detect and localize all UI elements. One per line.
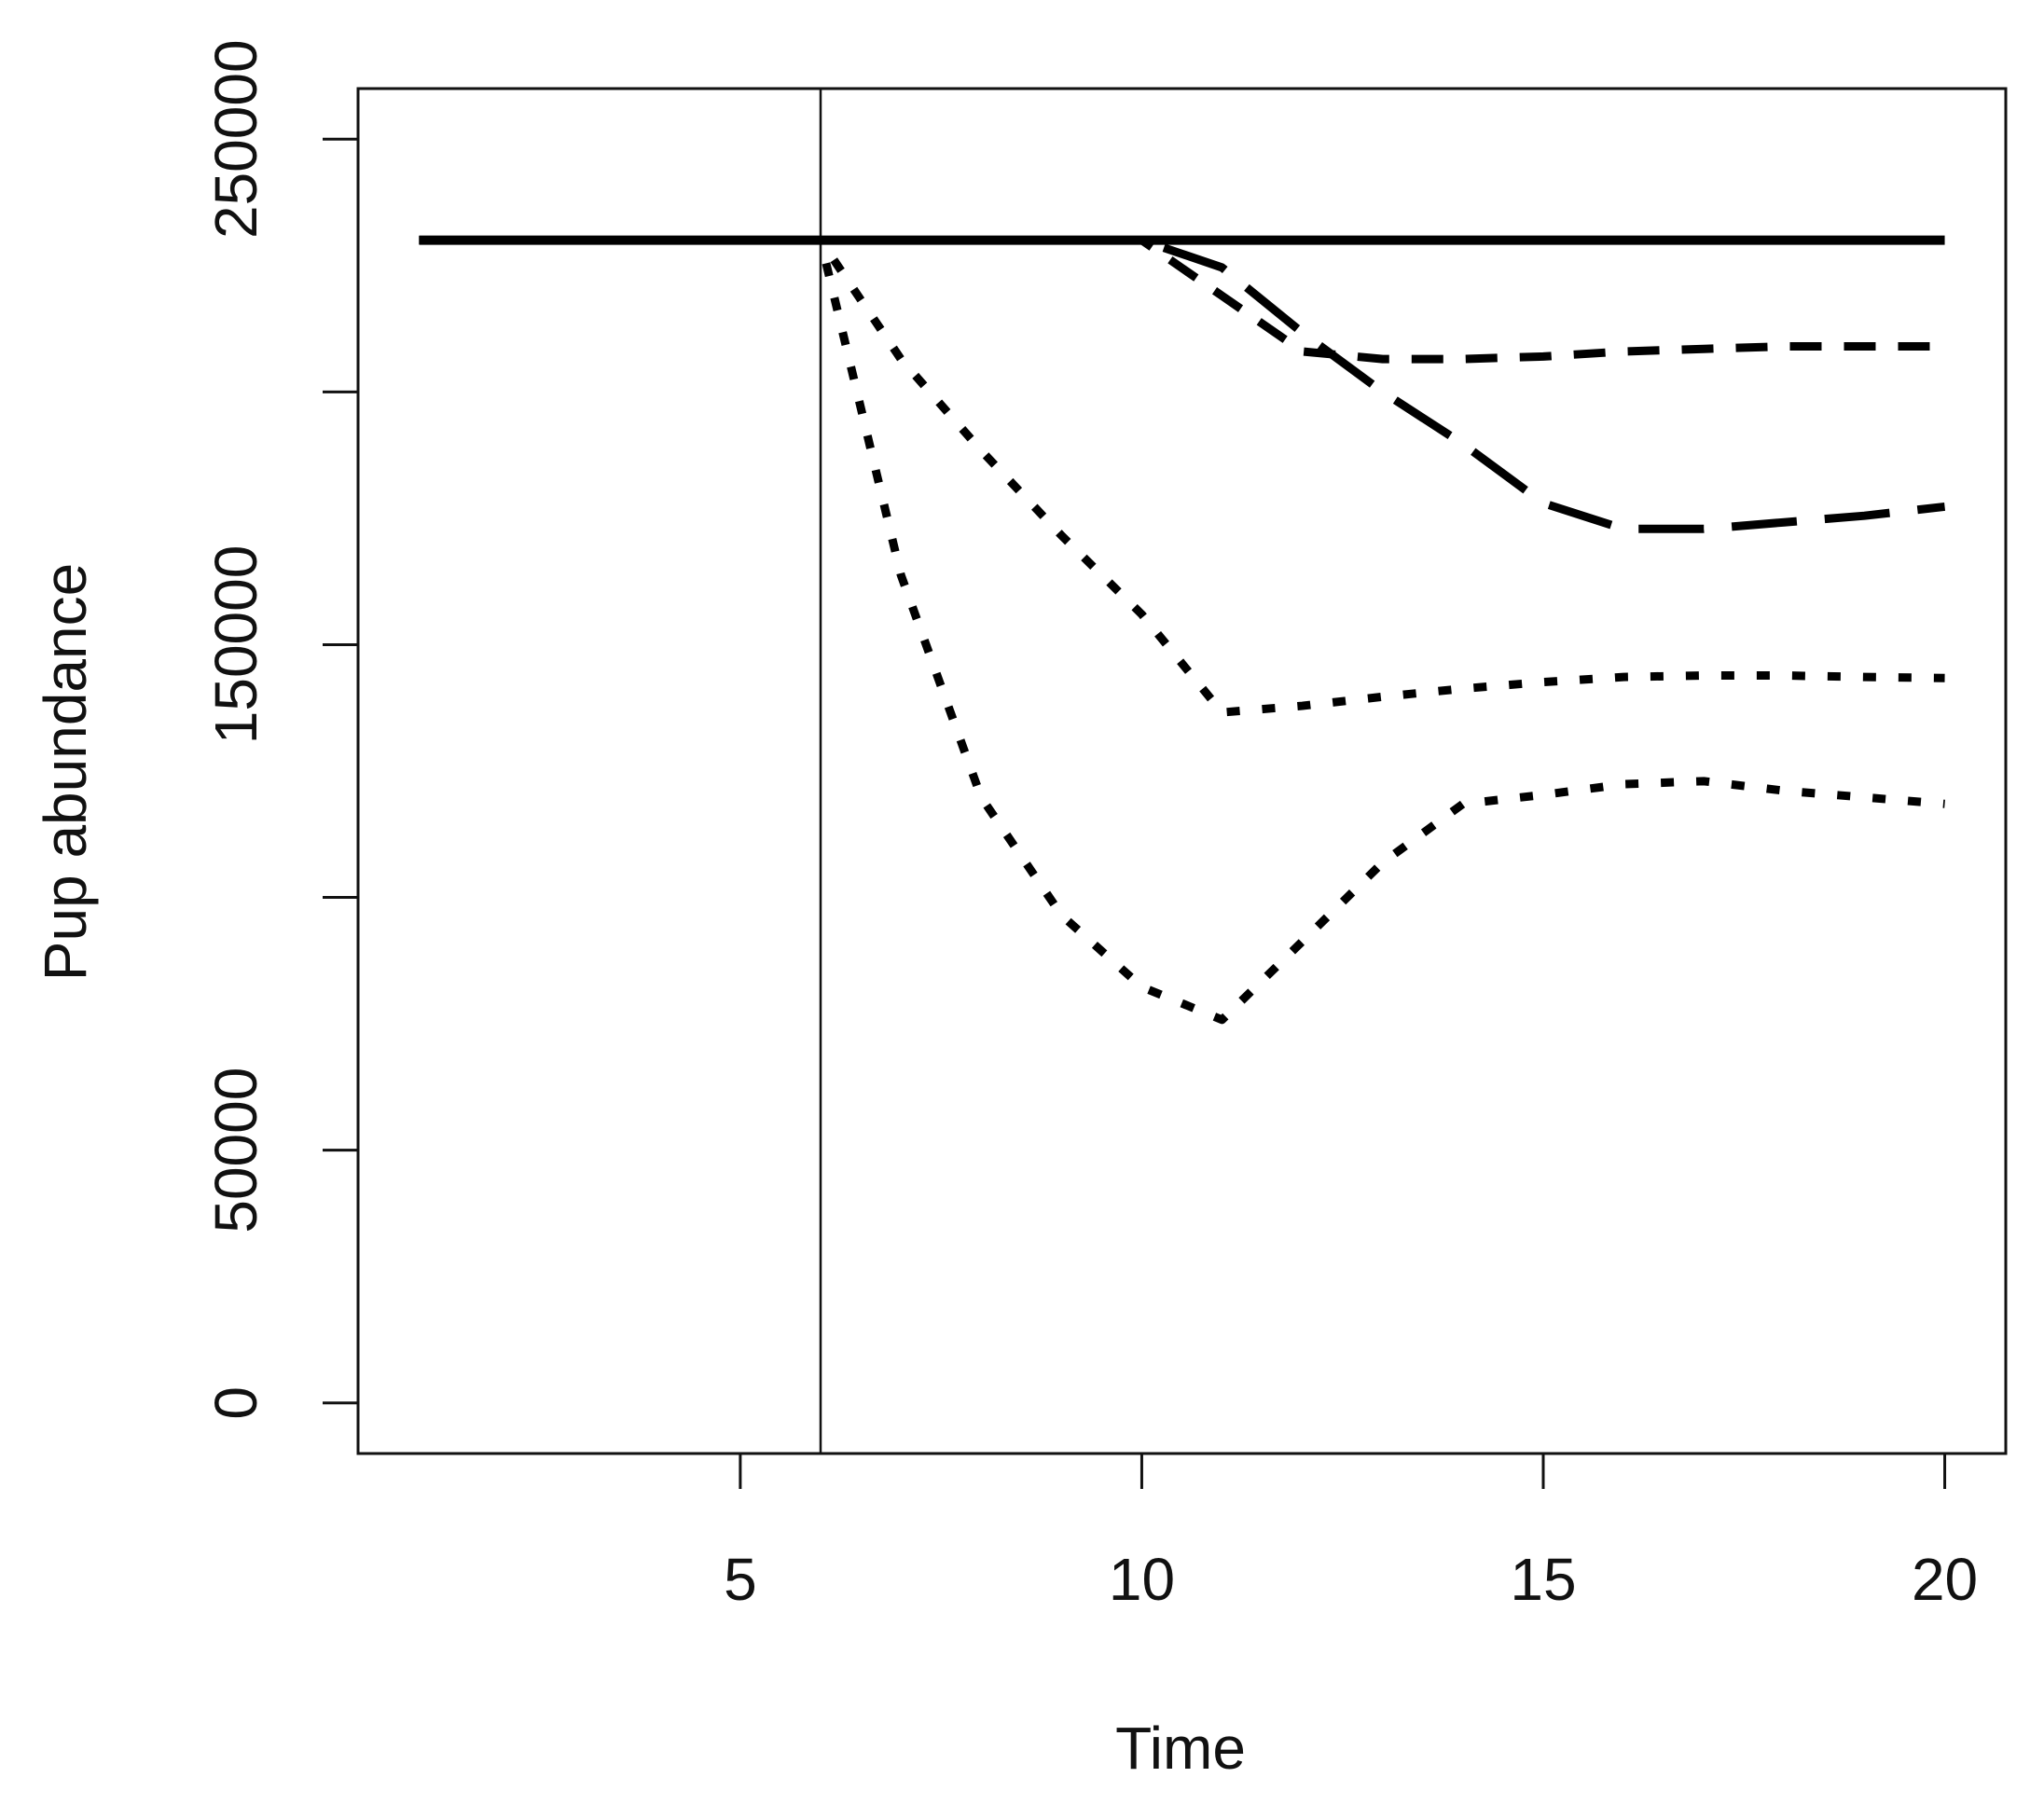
series-line	[419, 236, 1946, 533]
x-tick-label: 10	[1109, 1546, 1175, 1613]
x-axis-label: Time	[1115, 1715, 1246, 1782]
y-tick-label: 50000	[202, 1068, 269, 1233]
y-tick-label: 0	[202, 1386, 269, 1420]
y-tick-label: 150000	[202, 545, 269, 745]
plot-box	[356, 87, 2008, 1455]
series-line	[419, 236, 1945, 364]
x-tick-label: 20	[1912, 1546, 1978, 1613]
y-axis-label: Pup abundance	[32, 563, 99, 981]
y-tick-label: 250000	[202, 39, 269, 239]
x-tick-label: 5	[724, 1546, 757, 1613]
series-line	[419, 236, 1945, 1025]
series-line	[419, 236, 1945, 717]
x-tick-label: 15	[1510, 1546, 1576, 1613]
